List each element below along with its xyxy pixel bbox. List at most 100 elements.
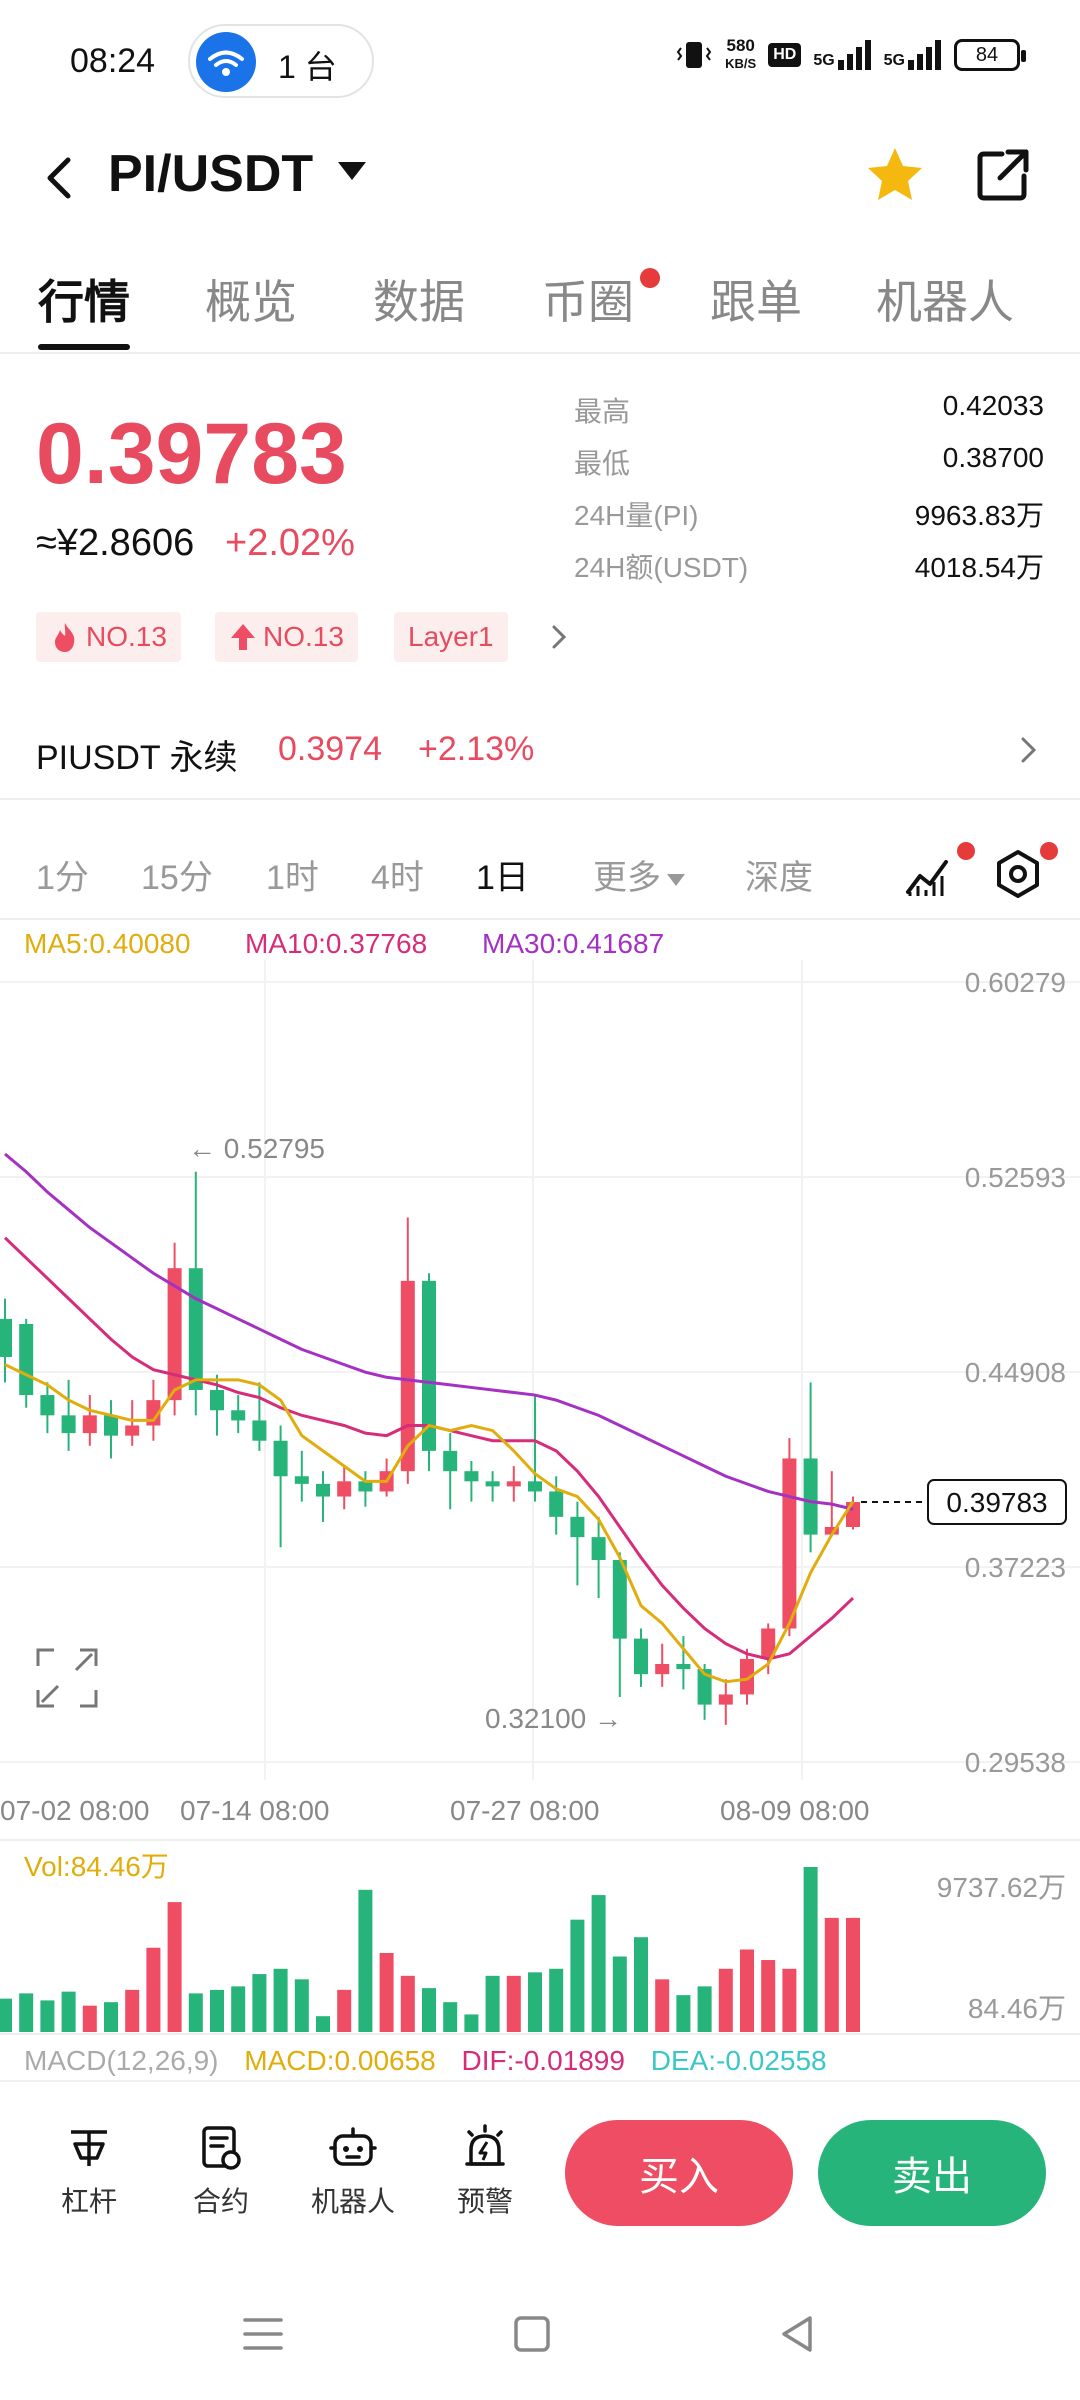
volume-bar bbox=[379, 1953, 394, 2032]
candle bbox=[40, 1395, 55, 1416]
favorite-star-icon[interactable] bbox=[860, 140, 930, 210]
volume-bar bbox=[655, 1979, 670, 2032]
leverage-icon bbox=[71, 2130, 107, 2166]
system-nav-bar bbox=[0, 2260, 1080, 2400]
price-chart[interactable]: 0.60279 0.52593 0.44908 0.37223 0.29538 ← 0.5… bbox=[0, 960, 1080, 2080]
candle bbox=[528, 1481, 542, 1492]
candle bbox=[125, 1425, 140, 1436]
high-annotation: ← 0.52795 bbox=[188, 1133, 325, 1164]
share-icon[interactable] bbox=[968, 140, 1038, 210]
ma30-label: MA30:0.41687 bbox=[482, 928, 665, 959]
volume-bar bbox=[803, 1867, 818, 2032]
tab-data[interactable]: 数据 bbox=[373, 276, 465, 328]
price-cny: ≈¥2.8606 bbox=[36, 522, 195, 564]
tab-robot[interactable]: 机器人 bbox=[876, 276, 1014, 328]
volume-bar bbox=[40, 2000, 55, 2032]
volume-bar bbox=[0, 1998, 12, 2032]
vibrate-icon bbox=[676, 42, 712, 68]
chevron-right-icon[interactable] bbox=[544, 622, 574, 652]
chevron-right-icon bbox=[1021, 737, 1037, 763]
volume-bar bbox=[634, 1937, 648, 2032]
category-tag[interactable]: Layer1 bbox=[394, 612, 508, 662]
robot-button[interactable]: 机器人 bbox=[298, 2122, 408, 2220]
buy-button[interactable]: 买入 bbox=[565, 2120, 793, 2226]
x-axis-label: 08-09 08:00 bbox=[720, 1795, 869, 1826]
candle bbox=[570, 1516, 585, 1538]
sell-button[interactable]: 卖出 bbox=[818, 2120, 1046, 2226]
candle bbox=[612, 1559, 627, 1639]
notification-dot bbox=[1040, 842, 1058, 860]
menu-icon[interactable] bbox=[233, 2304, 293, 2364]
caret-down-icon[interactable] bbox=[338, 162, 366, 180]
tab-overview[interactable]: 概览 bbox=[205, 276, 297, 328]
pair-selector[interactable]: PI/USDT bbox=[108, 145, 314, 203]
interval-15m[interactable]: 15分 bbox=[141, 859, 213, 897]
leverage-button[interactable]: 杠杆 bbox=[34, 2122, 144, 2220]
candle bbox=[294, 1476, 309, 1484]
status-bar: 08:24 1 台 580 KB/S HD 5G 5G bbox=[0, 0, 1080, 125]
indicator-chart-icon[interactable] bbox=[900, 846, 956, 902]
interval-more[interactable]: 更多 bbox=[593, 850, 685, 899]
interval-1d[interactable]: 1日 bbox=[476, 859, 529, 897]
volume-bar bbox=[464, 2014, 479, 2032]
y-axis-label: 0.52593 bbox=[965, 1162, 1066, 1193]
volume-axis-label: 84.46万 bbox=[968, 1993, 1066, 2024]
expand-icon-arrows bbox=[40, 1652, 94, 1704]
candle bbox=[591, 1537, 606, 1560]
interval-4h[interactable]: 4时 bbox=[371, 859, 424, 897]
candle bbox=[506, 1481, 521, 1487]
tab-market[interactable]: 行情 bbox=[38, 276, 130, 328]
volume-bar bbox=[358, 1889, 373, 2032]
depth-tab[interactable]: 深度 bbox=[745, 859, 813, 897]
back-triangle-icon[interactable] bbox=[768, 2304, 828, 2364]
candle bbox=[82, 1415, 97, 1434]
network-speed: 580 KB/S bbox=[725, 36, 757, 72]
interval-1h[interactable]: 1时 bbox=[266, 859, 319, 897]
volume-bar bbox=[231, 1986, 246, 2032]
notification-dot bbox=[640, 268, 660, 288]
candle bbox=[104, 1415, 118, 1436]
candle bbox=[782, 1458, 797, 1629]
candle bbox=[273, 1440, 288, 1477]
candle bbox=[167, 1268, 182, 1401]
volume-bar bbox=[210, 1989, 224, 2032]
perpetual-row[interactable]: PIUSDT 永续 0.3974 +2.13% bbox=[0, 700, 1080, 800]
tab-copy-trading[interactable]: 跟单 bbox=[710, 276, 802, 328]
robot-icon bbox=[329, 2127, 377, 2166]
price-change: +2.02% bbox=[225, 522, 355, 564]
hd-icon: HD bbox=[768, 43, 802, 67]
volume-bar bbox=[761, 1960, 776, 2032]
candle bbox=[252, 1420, 267, 1441]
tab-community[interactable]: 币圈 bbox=[542, 276, 634, 328]
gainer-rank-tag[interactable]: NO.13 bbox=[215, 612, 358, 662]
hot-rank-tag[interactable]: NO.13 bbox=[36, 612, 181, 662]
alert-button[interactable]: 预警 bbox=[430, 2122, 540, 2220]
volume-bar bbox=[740, 1949, 754, 2032]
candle bbox=[316, 1483, 330, 1497]
candle bbox=[19, 1324, 34, 1396]
perpetual-name: PIUSDT 永续 bbox=[36, 739, 238, 777]
hotspot-count: 1 台 bbox=[278, 49, 337, 85]
volume-axis-label: 9737.62万 bbox=[937, 1872, 1066, 1903]
candle bbox=[400, 1280, 415, 1472]
volume-bar bbox=[422, 1988, 436, 2032]
volume-bar bbox=[824, 1917, 839, 2032]
interval-1m[interactable]: 1分 bbox=[36, 859, 89, 897]
volume-bar bbox=[443, 2002, 458, 2032]
volume-bar bbox=[697, 1986, 712, 2032]
candle bbox=[337, 1481, 352, 1497]
candle bbox=[358, 1481, 373, 1492]
volume-bar bbox=[591, 1895, 606, 2032]
candle bbox=[803, 1458, 818, 1535]
home-square-icon[interactable] bbox=[502, 2304, 562, 2364]
candle bbox=[210, 1389, 224, 1411]
volume-bar bbox=[252, 1974, 267, 2032]
contract-button[interactable]: 合约 bbox=[166, 2122, 276, 2220]
y-axis-label: 0.60279 bbox=[965, 967, 1066, 998]
candle bbox=[655, 1664, 670, 1675]
hotspot-indicator[interactable]: 1 台 bbox=[188, 24, 374, 98]
volume-bar bbox=[549, 1968, 564, 2032]
settings-hexagon-icon[interactable] bbox=[990, 846, 1046, 902]
battery-icon: 84 bbox=[954, 39, 1026, 71]
back-arrow-icon[interactable] bbox=[30, 148, 90, 208]
